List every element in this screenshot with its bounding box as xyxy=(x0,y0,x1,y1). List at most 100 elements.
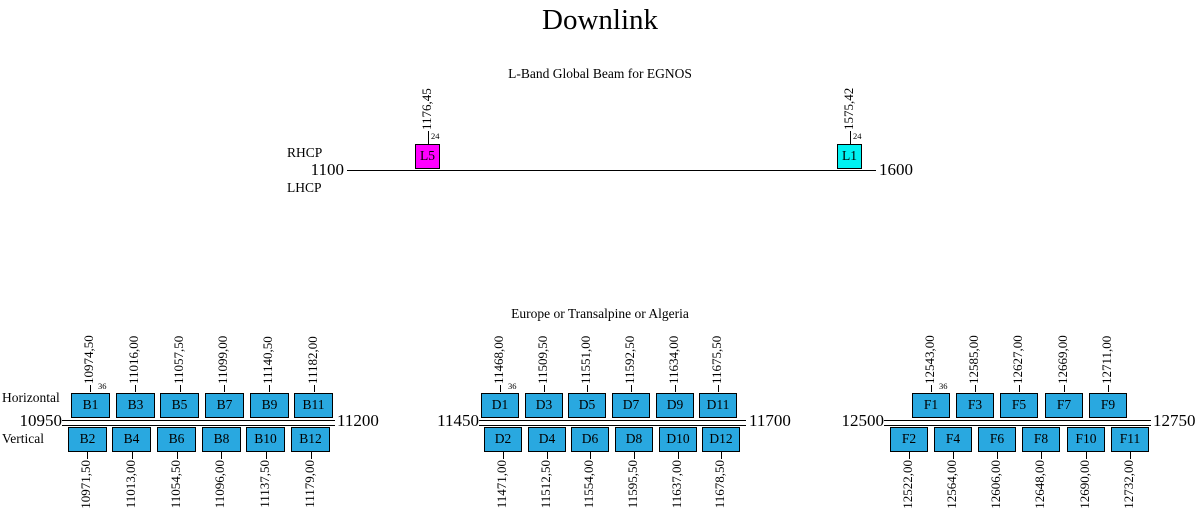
channel-tick-L1 xyxy=(850,131,851,144)
channel-tick-F5 xyxy=(1019,385,1020,392)
channel-tick-B7 xyxy=(224,385,225,392)
channel-tick-D4 xyxy=(547,452,548,459)
channel-tick-F10 xyxy=(1086,452,1087,459)
channel-freq-label-F11: 12732,00 xyxy=(1121,460,1136,509)
band-B-axis-line-bottom xyxy=(62,425,335,426)
channel-box-B8: B8 xyxy=(202,427,241,452)
channel-box-D2: D2 xyxy=(484,427,522,452)
channel-tick-D12 xyxy=(721,452,722,459)
channel-tick-F9 xyxy=(1108,385,1109,392)
channel-tick-B9 xyxy=(269,385,270,392)
channel-freq-label-D5: 11551,00 xyxy=(578,335,593,384)
channel-freq-label-B9: 11140,50 xyxy=(260,336,275,384)
rhcp-label: RHCP xyxy=(287,145,323,160)
band-F-axis-max-label: 12750 xyxy=(1153,411,1196,430)
channel-box-D11: D11 xyxy=(699,393,737,418)
channel-box-F8: F8 xyxy=(1022,427,1060,452)
lband-subtitle: L-Band Global Beam for EGNOS xyxy=(508,66,692,81)
channel-box-D10: D10 xyxy=(659,427,697,452)
channel-freq-label-B8: 11096,00 xyxy=(212,460,227,509)
lhcp-label: LHCP xyxy=(287,180,322,195)
channel-box-D4: D4 xyxy=(528,427,566,452)
channel-freq-label-D6: 11554,00 xyxy=(581,460,596,509)
channel-box-F6: F6 xyxy=(978,427,1016,452)
channel-freq-label-B7: 11099,00 xyxy=(215,335,230,384)
band-B-axis-line-top xyxy=(62,420,335,421)
channel-freq-label-F8: 12648,00 xyxy=(1032,460,1047,509)
channel-box-F5: F5 xyxy=(1000,393,1038,418)
channel-freq-label-B12: 11179,00 xyxy=(302,460,317,508)
channel-tick-B1 xyxy=(90,385,91,392)
channel-tick-B10 xyxy=(266,452,267,459)
lband-axis-max-label: 1600 xyxy=(879,160,913,179)
channel-tick-F1 xyxy=(931,385,932,392)
channel-tick-F4 xyxy=(953,452,954,459)
channel-freq-label-F4: 12564,00 xyxy=(944,460,959,509)
channel-box-L1: L1 xyxy=(837,144,862,169)
channel-tick-D8 xyxy=(634,452,635,459)
channel-freq-label-D3: 11509,50 xyxy=(535,335,550,384)
channel-box-D1: D1 xyxy=(481,393,519,418)
channel-freq-label-F9: 12711,00 xyxy=(1099,335,1114,384)
channel-tick-L5 xyxy=(428,131,429,144)
channel-freq-label-F6: 12606,00 xyxy=(988,460,1003,509)
channel-freq-label-D2: 11471,00 xyxy=(494,460,509,509)
channel-box-B5: B5 xyxy=(160,393,199,418)
channel-box-F11: F11 xyxy=(1111,427,1149,452)
channel-freq-label-D1: 11468,00 xyxy=(491,335,506,384)
channel-tick-F7 xyxy=(1064,385,1065,392)
channel-tick-B8 xyxy=(221,452,222,459)
channel-box-F3: F3 xyxy=(956,393,994,418)
channel-freq-label-F3: 12585,00 xyxy=(966,335,981,384)
bandwidth-label-B1: 36 xyxy=(98,381,107,391)
channel-tick-F3 xyxy=(975,385,976,392)
channel-box-B10: B10 xyxy=(246,427,285,452)
channel-box-B12: B12 xyxy=(291,427,330,452)
channel-freq-label-B3: 11016,00 xyxy=(126,335,141,384)
channel-box-D5: D5 xyxy=(568,393,606,418)
channel-tick-D7 xyxy=(631,385,632,392)
band-D-header: Europe or Transalpine or Algeria xyxy=(511,306,689,321)
channel-tick-B11 xyxy=(314,385,315,392)
channel-freq-label-D4: 11512,50 xyxy=(538,460,553,509)
channel-tick-D2 xyxy=(503,452,504,459)
channel-tick-F6 xyxy=(997,452,998,459)
channel-tick-F2 xyxy=(909,452,910,459)
band-D-axis-min-label: 11450 xyxy=(437,411,479,430)
channel-freq-label-B4: 11013,00 xyxy=(123,460,138,509)
channel-freq-label-F10: 12690,00 xyxy=(1077,460,1092,509)
band-D-axis-max-label: 11700 xyxy=(749,411,791,430)
band-B-axis-min-label: 10950 xyxy=(19,411,63,430)
channel-tick-D6 xyxy=(590,452,591,459)
channel-freq-label-B2: 10971,50 xyxy=(78,460,93,509)
channel-tick-D10 xyxy=(678,452,679,459)
bandwidth-label-L5: 24 xyxy=(431,131,440,141)
channel-box-L5: L5 xyxy=(415,144,440,169)
channel-freq-label-B6: 11054,50 xyxy=(168,460,183,509)
channel-tick-B3 xyxy=(135,385,136,392)
channel-freq-label-D11: 11675,50 xyxy=(709,335,724,384)
row-label-horizontal: Horizontal xyxy=(2,390,60,405)
channel-box-F9: F9 xyxy=(1089,393,1127,418)
channel-freq-label-L5: 1176,45 xyxy=(419,88,434,130)
channel-box-B11: B11 xyxy=(294,393,333,418)
band-B-axis-max-label: 11200 xyxy=(337,411,379,430)
channel-tick-D3 xyxy=(544,385,545,392)
channel-box-B3: B3 xyxy=(116,393,155,418)
channel-tick-B12 xyxy=(311,452,312,459)
channel-box-B1: B1 xyxy=(71,393,110,418)
bandwidth-label-F1: 36 xyxy=(939,381,948,391)
channel-freq-label-B5: 11057,50 xyxy=(171,335,186,384)
channel-box-F1: F1 xyxy=(912,393,950,418)
channel-box-B9: B9 xyxy=(250,393,289,418)
channel-tick-D11 xyxy=(718,385,719,392)
channel-freq-label-B10: 11137,50 xyxy=(257,460,272,508)
channel-box-D7: D7 xyxy=(612,393,650,418)
bandwidth-label-D1: 36 xyxy=(508,381,517,391)
channel-tick-F8 xyxy=(1041,452,1042,459)
channel-box-D8: D8 xyxy=(615,427,653,452)
band-F-axis-line-bottom xyxy=(884,425,1151,426)
row-label-vertical: Vertical xyxy=(2,431,44,446)
channel-freq-label-D10: 11637,00 xyxy=(669,460,684,509)
channel-box-F4: F4 xyxy=(934,427,972,452)
